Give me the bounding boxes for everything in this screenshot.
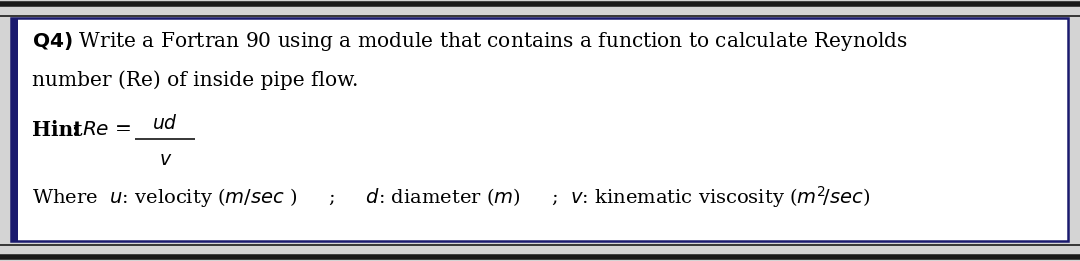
Text: $\mathbf{Q4)}$ Write a Fortran 90 using a module that contains a function to cal: $\mathbf{Q4)}$ Write a Fortran 90 using … [32, 30, 908, 53]
Text: Hint: Hint [32, 120, 83, 140]
Text: $ud$: $ud$ [152, 114, 178, 133]
Text: Where  $u$: velocity ($m/sec$ )     ;     $d$: diameter ($m$)     ;  $v$: kinema: Where $u$: velocity ($m/sec$ ) ; $d$: di… [32, 184, 870, 210]
Text: :: : [71, 120, 79, 140]
Bar [11, 18, 18, 241]
Text: $v$: $v$ [159, 150, 172, 169]
Text: $\it{Re}$ =: $\it{Re}$ = [82, 120, 132, 139]
Text: number (Re) of inside pipe flow.: number (Re) of inside pipe flow. [32, 70, 359, 90]
FancyBboxPatch shape [11, 18, 1068, 241]
